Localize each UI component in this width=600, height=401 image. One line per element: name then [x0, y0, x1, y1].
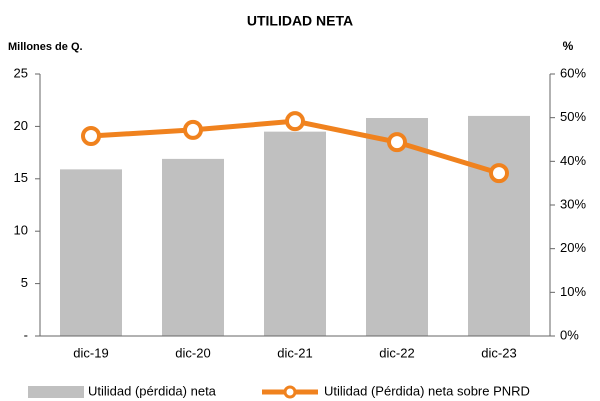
x-tick-label: dic-20	[175, 345, 210, 360]
legend-label: Utilidad (pérdida) neta	[88, 383, 217, 398]
y2-tick-label: 10%	[560, 284, 586, 299]
legend-swatch-marker	[283, 385, 297, 399]
line-marker	[285, 111, 305, 132]
line-marker	[81, 126, 101, 147]
y-tick-label: 15	[14, 170, 28, 185]
bar	[264, 131, 326, 336]
y2-tick-label: 20%	[560, 240, 586, 255]
chart-title: UTILIDAD NETA	[247, 13, 353, 29]
y2-tick-label: 60%	[560, 65, 586, 80]
x-tick-label: dic-21	[277, 345, 312, 360]
y-tick-label: -	[24, 327, 28, 342]
legend-label: Utilidad (Pérdida) neta sobre PNRD	[324, 383, 530, 398]
line-marker	[183, 119, 203, 140]
y-axis-label: Millones de Q.	[8, 41, 83, 53]
y2-tick-label: 30%	[560, 196, 586, 211]
x-tick-label: dic-23	[481, 345, 516, 360]
legend-swatch	[28, 386, 84, 398]
line-marker	[387, 132, 407, 153]
bar	[366, 118, 428, 337]
y2-tick-label: 50%	[560, 109, 586, 124]
x-tick-label: dic-22	[379, 345, 414, 360]
y-tick-label: 20	[14, 118, 28, 133]
y-tick-label: 5	[21, 275, 28, 290]
y2-axis-label: %	[563, 39, 574, 53]
y2-tick-label: 40%	[560, 153, 586, 168]
y-tick-label: 10	[14, 223, 28, 238]
bar	[162, 158, 224, 336]
x-tick-label: dic-19	[73, 345, 108, 360]
bar	[468, 115, 530, 336]
y2-tick-label: 0%	[560, 327, 579, 342]
line-marker	[489, 163, 509, 184]
y-tick-label: 25	[14, 65, 28, 80]
bar	[60, 169, 122, 336]
